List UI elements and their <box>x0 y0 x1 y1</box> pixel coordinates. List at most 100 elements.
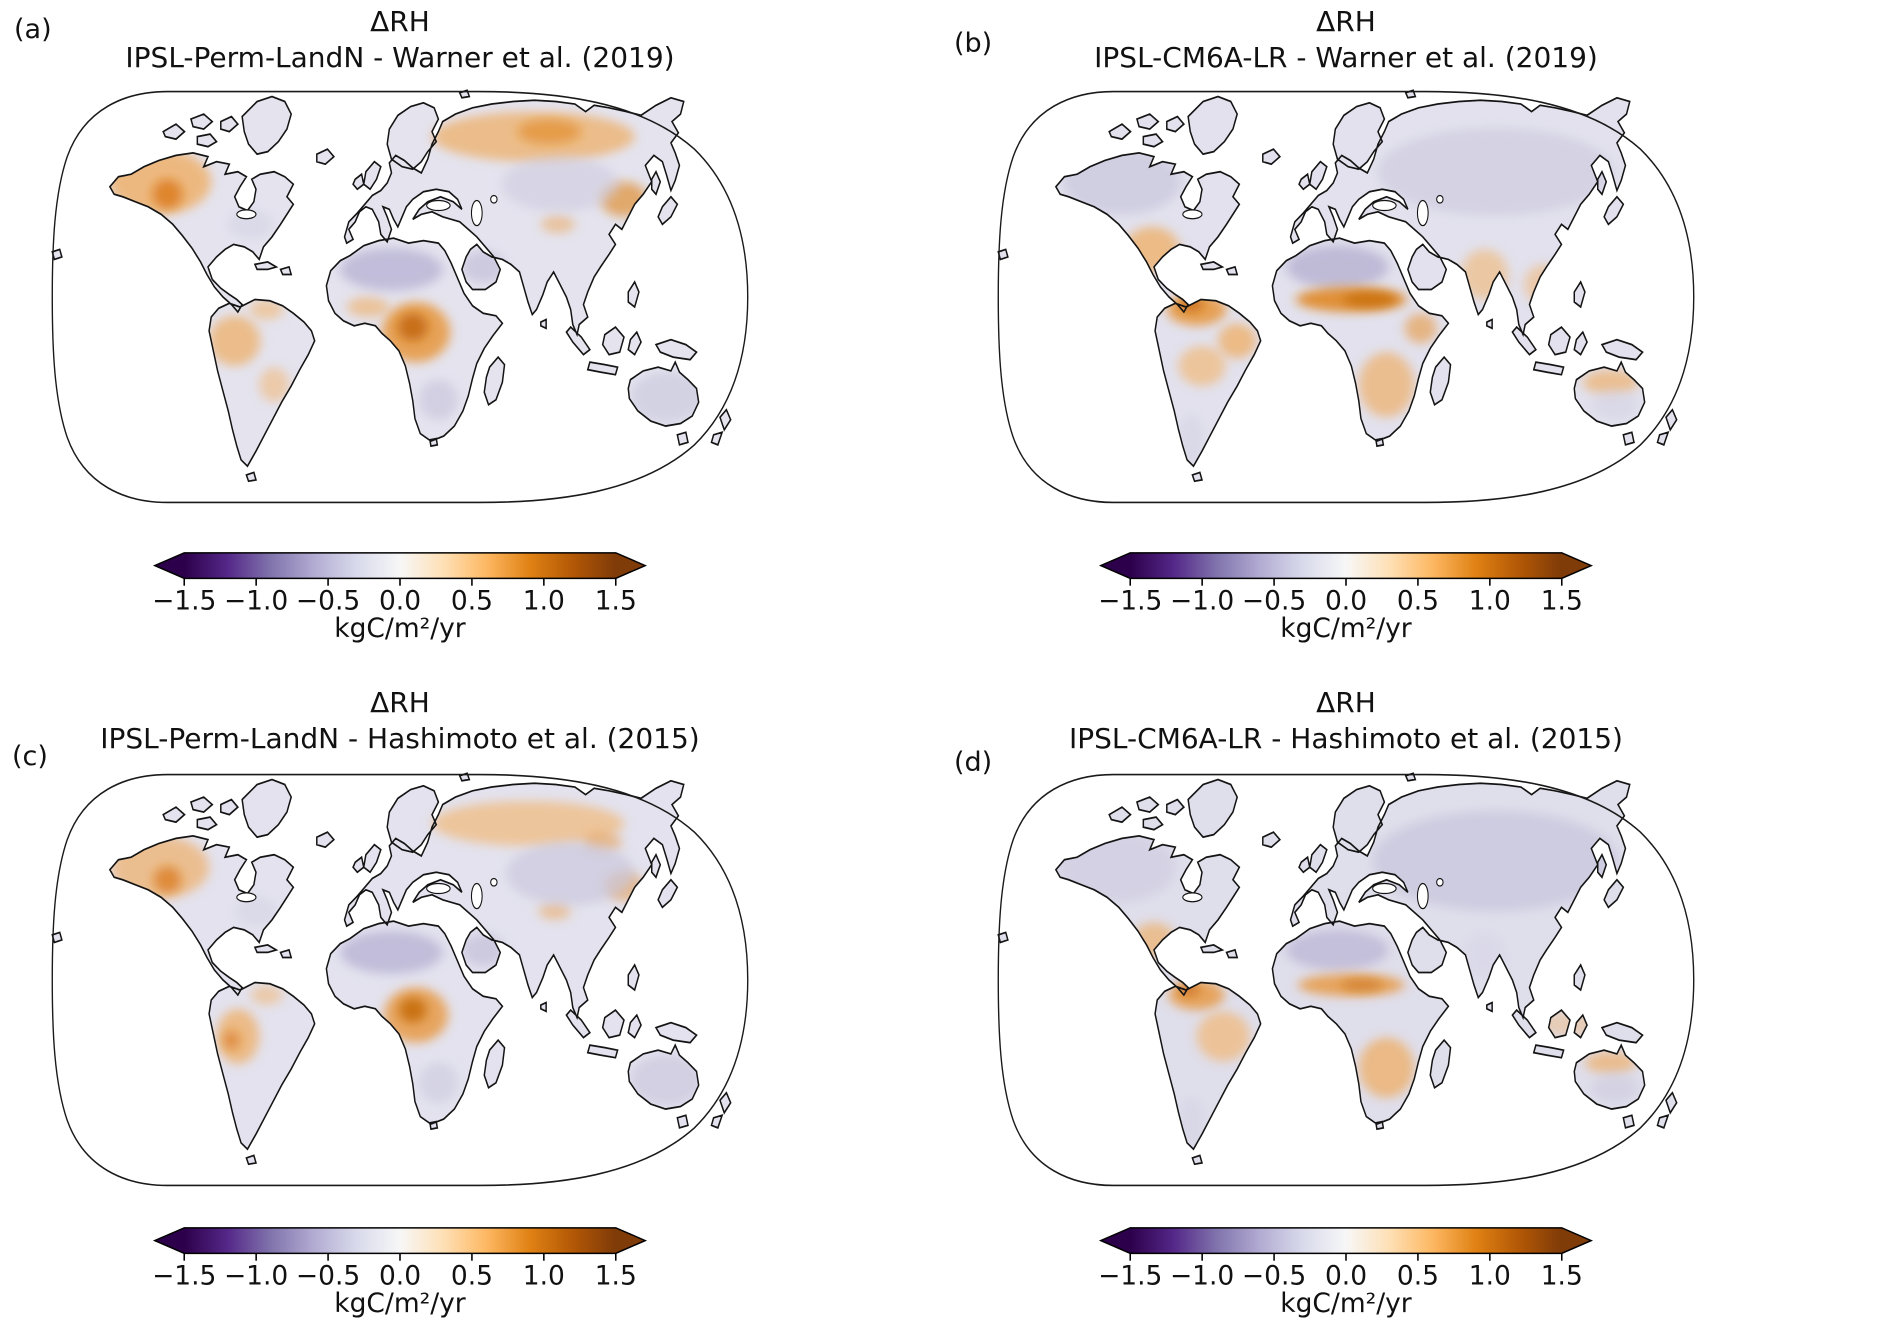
colorbar-tick-label: −0.5 <box>1242 1261 1306 1292</box>
colorbar-ticks: −1.5 −1.0 −0.5 0.0 0.5 1.0 1.5 <box>1098 1253 1583 1292</box>
colorbar: −1.5 −1.0 −0.5 0.0 0.5 1.0 1.5 kgC/m²/yr <box>152 1227 648 1319</box>
hotspot-congo-core <box>398 997 427 1023</box>
panel-title-block: ΔRH IPSL-CM6A-LR - Warner et al. (2019) <box>946 4 1746 76</box>
colorbar-tick-label: 1.0 <box>1469 1261 1511 1292</box>
colorbar-tick-label: −1.5 <box>1098 586 1162 617</box>
hotspot-sahara-negative <box>340 931 443 974</box>
colorbar-tick-label: −1.0 <box>1170 1261 1234 1292</box>
panel-label-c: (c) <box>12 741 48 772</box>
colorbar-unit: kgC/m²/yr <box>334 613 466 644</box>
hotspot-australia-negative <box>630 372 703 423</box>
hotspot-southern-africa <box>1358 352 1415 418</box>
hotspot-sahel-core <box>1340 978 1384 992</box>
hotspot-sahel-core <box>1342 291 1397 308</box>
anomaly-overlay <box>1063 127 1639 469</box>
colorbar-tick-label: 1.0 <box>523 586 565 617</box>
hotspot-patagonia-negative <box>1178 413 1205 469</box>
hotspot-tibet-edge <box>540 215 575 234</box>
hotspot-sahara-negative <box>1286 929 1389 970</box>
colorbar-tick-label: 0.0 <box>379 586 421 617</box>
hotspot-brazil-east <box>1218 323 1257 359</box>
panel-subtitle: IPSL-CM6A-LR - Warner et al. (2019) <box>1094 41 1598 74</box>
panel-title: ΔRH <box>1316 5 1376 38</box>
hotspot-central-asia-negative <box>501 156 619 212</box>
colorbar-tick-label: −1.5 <box>152 586 216 617</box>
panel-title: ΔRH <box>370 5 430 38</box>
colorbar-tick-label: 1.0 <box>523 1261 565 1292</box>
hotspot-southern-africa <box>1358 1037 1415 1098</box>
panel-title: ΔRH <box>1316 686 1376 719</box>
colorbar-tick-label: 1.5 <box>595 586 637 617</box>
colorbar-tick-label: 0.0 <box>1325 586 1367 617</box>
hotspot-brazil <box>1196 1011 1250 1062</box>
panel-title: ΔRH <box>370 686 430 719</box>
colorbar-ticks: −1.5 −1.0 −0.5 0.0 0.5 1.0 1.5 <box>1098 578 1583 617</box>
colorbar-tick-label: −0.5 <box>296 1261 360 1292</box>
colorbar-unit: kgC/m²/yr <box>334 1288 466 1319</box>
colorbar-tick-label: 1.5 <box>1541 586 1583 617</box>
world-map <box>997 89 1695 504</box>
hotspot-arabia-negative <box>461 250 505 284</box>
colorbar-tick-label: 0.5 <box>1397 586 1439 617</box>
hotspot-australia-interior-negative <box>1591 389 1639 420</box>
panel-subtitle: IPSL-Perm-LandN - Warner et al. (2019) <box>125 41 675 74</box>
hotspot-peru-core <box>222 1030 240 1051</box>
hotspot-kalahari-negative <box>419 379 458 420</box>
panel-label-a: (a) <box>14 14 52 45</box>
hotspot-guyanas <box>249 299 284 320</box>
colorbar-tick-label: 0.5 <box>1397 1261 1439 1292</box>
colorbar-tick-label: 0.5 <box>451 1261 493 1292</box>
hotspot-amazon-south <box>1178 345 1226 386</box>
colorbar-ticks: −1.5 −1.0 −0.5 0.0 0.5 1.0 1.5 <box>152 578 637 617</box>
colorbar: −1.5 −1.0 −0.5 0.0 0.5 1.0 1.5 kgC/m²/yr <box>152 552 648 644</box>
hotspot-sahel-west <box>346 297 390 318</box>
colorbar-tick-label: −1.5 <box>152 1261 216 1292</box>
hotspot-maritime-continent <box>1538 1011 1602 1037</box>
colorbar-ticks: −1.5 −1.0 −0.5 0.0 0.5 1.0 1.5 <box>152 1253 637 1292</box>
colorbar-unit: kgC/m²/yr <box>1280 1288 1412 1319</box>
colorbar-tick-label: −1.0 <box>1170 586 1234 617</box>
hotspot-siberia-core <box>517 119 582 145</box>
hotspot-australia-north <box>1584 1051 1637 1074</box>
panel-title-block: ΔRH IPSL-CM6A-LR - Hashimoto et al. (201… <box>946 685 1746 757</box>
panel-subtitle: IPSL-Perm-LandN - Hashimoto et al. (2015… <box>100 722 700 755</box>
panel-a: (a) ΔRH IPSL-Perm-LandN - Warner et al. … <box>0 0 946 666</box>
hotspot-patagonia-negative <box>1178 1096 1205 1152</box>
panel-d: (d) ΔRH IPSL-CM6A-LR - Hashimoto et al. … <box>946 667 1892 1333</box>
colorbar-tick-label: −1.5 <box>1098 1261 1162 1292</box>
hotspot-southeast-asia <box>1524 264 1563 305</box>
colorbar: −1.5 −1.0 −0.5 0.0 0.5 1.0 1.5 kgC/m²/yr <box>1098 1227 1594 1319</box>
hotspot-central-canada-core <box>152 179 183 210</box>
colorbar-tick-label: 1.0 <box>1469 586 1511 617</box>
hotspot-tibet-south <box>538 902 571 920</box>
hotspot-east-africa <box>1404 313 1437 344</box>
panel-c: (c) ΔRH IPSL-Perm-LandN - Hashimoto et a… <box>0 667 946 1333</box>
panel-title-block: ΔRH IPSL-Perm-LandN - Warner et al. (201… <box>0 4 800 76</box>
colorbar-bar <box>1098 552 1594 580</box>
hotspot-canada-negative <box>1058 832 1176 903</box>
hotspot-siberia-band <box>432 800 624 846</box>
panel-b: (b) ΔRH IPSL-CM6A-LR - Warner et al. (20… <box>946 0 1892 666</box>
hotspot-eurasia-negative <box>1372 810 1618 912</box>
colorbar-tick-label: 1.5 <box>1541 1261 1583 1292</box>
hotspot-kalahari-negative <box>419 1062 458 1103</box>
hotspot-arabia-negative <box>461 933 505 967</box>
hotspot-congo-core <box>397 313 428 341</box>
hotspot-central-asia-negative <box>506 842 635 905</box>
colorbar-bar <box>1098 1227 1594 1255</box>
hotspot-venezuela-core <box>1178 983 1200 997</box>
panel-title-block: ΔRH IPSL-Perm-LandN - Hashimoto et al. (… <box>0 685 800 757</box>
colorbar-tick-label: −0.5 <box>296 586 360 617</box>
hotspot-guyanas <box>250 985 283 1006</box>
hotspot-sahara-negative <box>1286 245 1389 289</box>
hotspot-southern-brazil <box>259 367 290 403</box>
hotspot-sahara-negative <box>340 248 443 291</box>
colorbar-unit: kgC/m²/yr <box>1280 613 1412 644</box>
colorbar-tick-label: 0.0 <box>1325 1261 1367 1292</box>
colorbar-tick-label: −1.0 <box>224 1261 288 1292</box>
world-map <box>51 772 749 1187</box>
colorbar: −1.5 −1.0 −0.5 0.0 0.5 1.0 1.5 kgC/m²/yr <box>1098 552 1594 644</box>
panel-label-b: (b) <box>954 28 993 59</box>
colorbar-tick-label: −1.0 <box>224 586 288 617</box>
